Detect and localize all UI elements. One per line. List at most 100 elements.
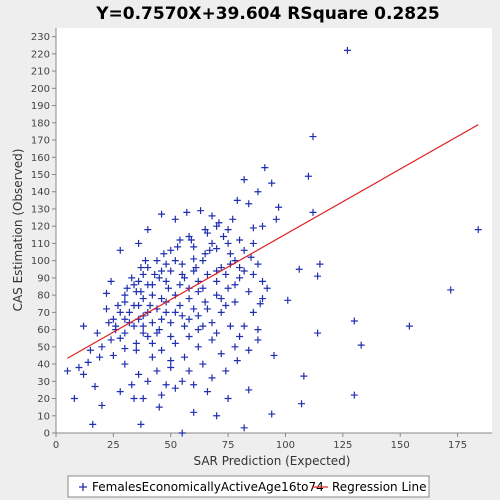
- y-tick-label: 100: [31, 256, 50, 267]
- chart-title: Y=0.7570X+39.604 RSquare 0.2825: [95, 4, 440, 24]
- y-tick-label: 180: [31, 118, 50, 129]
- x-tick-label: 50: [164, 440, 177, 451]
- y-axis-label: CAS Estimation (Observed): [11, 149, 25, 312]
- data-point: [224, 284, 232, 292]
- data-point: [167, 246, 175, 254]
- data-point: [199, 322, 207, 330]
- data-point: [240, 246, 248, 254]
- data-point: [226, 250, 234, 258]
- data-point: [178, 260, 186, 268]
- data-point: [123, 284, 131, 292]
- data-point: [295, 265, 303, 273]
- x-tick-label: 100: [276, 440, 295, 451]
- data-point: [176, 236, 184, 244]
- data-point: [185, 295, 193, 303]
- data-point: [121, 315, 129, 323]
- data-point: [224, 226, 232, 234]
- data-point: [185, 367, 193, 375]
- data-point: [270, 351, 278, 359]
- data-point: [224, 239, 232, 247]
- data-point: [102, 289, 110, 297]
- data-point: [213, 245, 221, 253]
- x-tick-label: 0: [53, 440, 59, 451]
- data-point: [350, 391, 358, 399]
- data-point: [171, 308, 179, 316]
- data-point: [109, 351, 117, 359]
- data-point: [121, 298, 129, 306]
- data-point: [121, 329, 129, 337]
- data-point: [80, 370, 88, 378]
- data-point: [245, 386, 253, 394]
- data-point: [128, 274, 136, 282]
- data-point: [137, 288, 145, 296]
- data-point: [208, 319, 216, 327]
- data-point: [139, 295, 147, 303]
- data-point: [208, 374, 216, 382]
- data-point: [178, 270, 186, 278]
- y-tick-label: 30: [37, 377, 50, 388]
- data-point: [148, 319, 156, 327]
- data-point: [162, 308, 170, 316]
- plot-area: [56, 28, 492, 433]
- data-point: [176, 281, 184, 289]
- y-tick-label: 50: [37, 342, 50, 353]
- data-point: [226, 322, 234, 330]
- data-point: [130, 281, 138, 289]
- data-point: [249, 270, 257, 278]
- x-axis: 0 25 50 75 100 125 150 175: [53, 432, 492, 451]
- data-point: [220, 233, 228, 241]
- data-point: [167, 357, 175, 365]
- data-point: [178, 377, 186, 385]
- data-point: [350, 317, 358, 325]
- data-point: [190, 255, 198, 263]
- data-point: [144, 377, 152, 385]
- data-point: [162, 381, 170, 389]
- legend-item-regression: Regression Line: [312, 480, 426, 494]
- data-point: [254, 260, 262, 268]
- legend-item-series: FemalesEconomicallyActiveAge16to74: [79, 480, 324, 494]
- data-point: [89, 420, 97, 428]
- data-point: [116, 388, 124, 396]
- data-point: [259, 295, 267, 303]
- data-point: [224, 395, 232, 403]
- data-point: [181, 322, 189, 330]
- data-point: [217, 350, 225, 358]
- data-point: [217, 308, 225, 316]
- data-point: [217, 295, 225, 303]
- y-tick-label: 70: [37, 308, 50, 319]
- data-point: [135, 277, 143, 285]
- y-tick-label: 0: [44, 429, 50, 440]
- data-point: [109, 315, 117, 323]
- data-point: [474, 226, 482, 234]
- data-point: [148, 339, 156, 347]
- data-point: [130, 322, 138, 330]
- data-point: [208, 239, 216, 247]
- data-point: [268, 179, 276, 187]
- y-tick-label: 60: [37, 325, 50, 336]
- y-tick-label: 170: [31, 136, 50, 147]
- data-point: [98, 401, 106, 409]
- data-point: [203, 388, 211, 396]
- data-point: [75, 364, 83, 372]
- data-point: [96, 353, 104, 361]
- data-point: [272, 215, 280, 223]
- data-point: [107, 336, 115, 344]
- data-point: [222, 367, 230, 375]
- y-axis: 0 10 20 30 40 50 60 70 80 90 100 110 120 130 140 150 160…: [31, 28, 57, 440]
- data-point: [187, 236, 195, 244]
- data-point: [222, 270, 230, 278]
- data-point: [208, 336, 216, 344]
- y-tick-label: 20: [37, 394, 50, 405]
- data-point: [185, 332, 193, 340]
- data-point: [158, 295, 166, 303]
- data-point: [153, 329, 161, 337]
- data-point: [194, 343, 202, 351]
- data-point: [190, 243, 198, 251]
- data-point: [190, 408, 198, 416]
- data-point: [197, 207, 205, 215]
- data-point: [201, 250, 209, 258]
- data-point: [162, 277, 170, 285]
- data-point: [91, 382, 99, 390]
- data-point: [201, 226, 209, 234]
- data-point: [249, 308, 257, 316]
